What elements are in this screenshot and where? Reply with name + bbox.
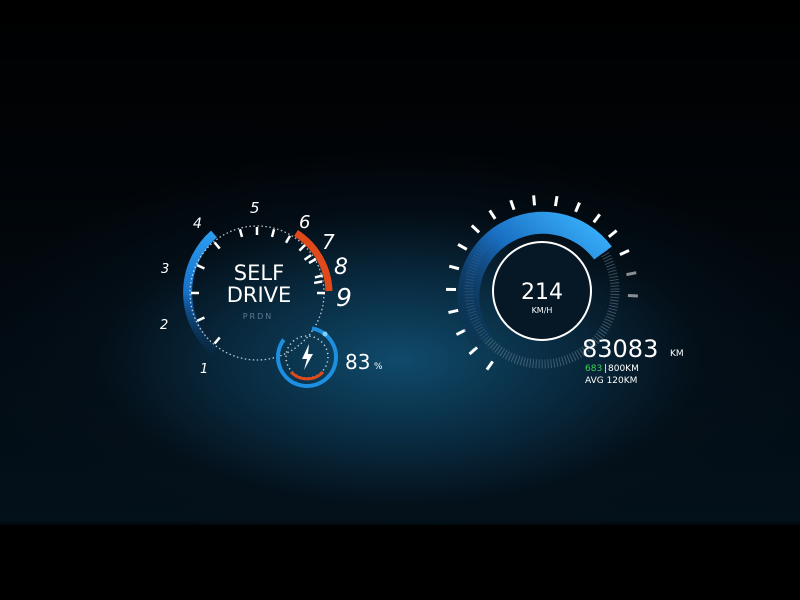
speed-tick bbox=[468, 346, 479, 356]
tach-number-5: 5 bbox=[250, 199, 260, 217]
speed-tick bbox=[592, 213, 601, 224]
battery-inner-dashes bbox=[285, 335, 329, 379]
speed-tick bbox=[607, 229, 618, 239]
speed-tick bbox=[574, 202, 581, 213]
speed-tick bbox=[455, 328, 467, 336]
odometer: 83083 KM 683 | 800KM AVG 120KM bbox=[582, 335, 684, 386]
gear-selector: PRDN bbox=[243, 312, 274, 321]
tach-number-8: 8 bbox=[334, 255, 348, 280]
speed-tick bbox=[619, 249, 630, 257]
tach-tick bbox=[196, 316, 205, 323]
tach-redline-tick bbox=[314, 274, 324, 279]
battery-red-arc bbox=[289, 370, 325, 381]
battery-value: 83 bbox=[345, 350, 370, 374]
tach-redline-tick bbox=[308, 257, 317, 265]
range-total: 800KM bbox=[608, 364, 639, 374]
speed-tick bbox=[626, 271, 637, 277]
average-consumption: AVG 120KM bbox=[585, 376, 637, 386]
speed-tick bbox=[532, 195, 536, 206]
speed-tick bbox=[485, 360, 494, 371]
tach-blue-arc bbox=[183, 230, 218, 355]
range-current: 683 bbox=[585, 364, 602, 374]
speed-inner-ring bbox=[492, 241, 592, 341]
tach-number-9: 9 bbox=[336, 283, 352, 312]
speed-tick bbox=[509, 199, 516, 211]
tach-tick bbox=[313, 280, 323, 285]
battery-highlight-dot bbox=[322, 331, 328, 337]
speed-inner-disc bbox=[493, 242, 591, 340]
bottom-band bbox=[0, 525, 800, 600]
tach-tick bbox=[213, 336, 221, 345]
speed-tick bbox=[457, 243, 468, 251]
drive-mode-line1: SELF bbox=[234, 261, 284, 285]
odometer-total: 83083 bbox=[582, 335, 658, 363]
range-separator: | bbox=[604, 364, 607, 374]
tach-number-1: 1 bbox=[200, 362, 208, 377]
speed-tick bbox=[627, 294, 638, 298]
drive-mode-line2: DRIVE bbox=[227, 283, 292, 307]
tachometer: 1 2 3 4 5 6 7 8 9 SELF DRIVE PRDN bbox=[160, 199, 352, 377]
speed-tick bbox=[448, 264, 460, 271]
lightning-bolt-icon bbox=[302, 344, 313, 370]
battery-outer-ring bbox=[276, 326, 338, 388]
tach-redline-arc bbox=[294, 230, 333, 292]
tach-tick bbox=[284, 235, 292, 244]
tach-tick bbox=[196, 263, 205, 270]
speed-tick bbox=[553, 195, 559, 207]
tach-number-3: 3 bbox=[161, 262, 169, 277]
battery-unit: % bbox=[374, 362, 383, 372]
tach-number-7: 7 bbox=[322, 230, 335, 254]
tach-number-2: 2 bbox=[160, 318, 168, 333]
tach-tick bbox=[238, 228, 244, 238]
battery-gauge: 83 % bbox=[276, 326, 383, 388]
tach-redline-tick bbox=[298, 244, 306, 252]
speed-tick bbox=[470, 224, 481, 234]
speed-progress-band bbox=[457, 211, 612, 349]
speed-unit: KM/H bbox=[532, 306, 553, 315]
speedometer: 214 KM/H bbox=[445, 195, 638, 371]
tach-tick bbox=[213, 241, 221, 250]
tach-number-6: 6 bbox=[299, 212, 310, 233]
speed-value: 214 bbox=[521, 280, 563, 305]
speed-tick bbox=[448, 308, 459, 315]
tach-number-4: 4 bbox=[193, 216, 202, 232]
tach-tick bbox=[303, 254, 312, 261]
tach-ticks bbox=[191, 227, 325, 345]
speed-tick bbox=[488, 209, 497, 220]
odometer-total-unit: KM bbox=[670, 349, 684, 359]
tach-tick bbox=[270, 228, 276, 238]
speed-ticks bbox=[445, 195, 638, 371]
